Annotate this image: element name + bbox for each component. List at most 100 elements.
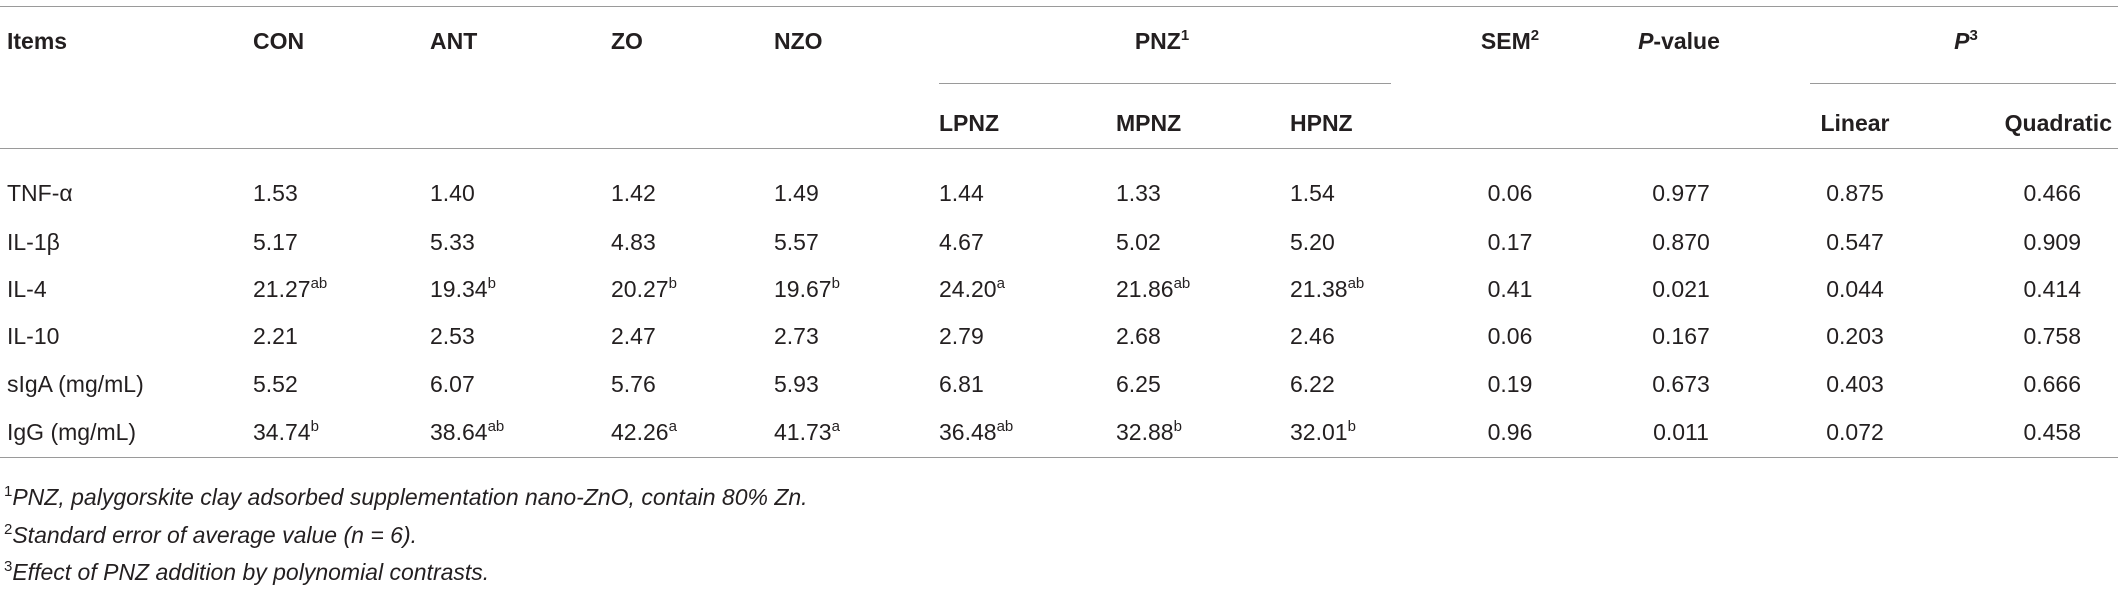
- table-cell: 6.22: [1290, 371, 1335, 397]
- table-cell: 20.27b: [611, 275, 677, 307]
- table-cell: 5.02: [1116, 229, 1161, 255]
- row-label: TNF-α: [7, 180, 73, 206]
- column-header: NZO: [774, 27, 823, 55]
- header-text: ZO: [611, 28, 643, 54]
- table-cell: 0.870: [1652, 229, 1710, 255]
- table-cell: 0.673: [1652, 371, 1710, 397]
- table-cell: 5.52: [253, 371, 298, 397]
- italic-text: P: [1954, 28, 1970, 54]
- column-header: CON: [253, 27, 304, 55]
- cell-value: 42.26: [611, 419, 669, 445]
- header-text: CON: [253, 28, 305, 54]
- column-header: PNZ1: [1135, 27, 1189, 59]
- cell-value: 21.27: [253, 276, 311, 302]
- table-cell: 5.57: [774, 229, 819, 255]
- table-cell: 0.96: [1487, 419, 1533, 445]
- top-rule: [0, 6, 2118, 7]
- superscript: b: [1173, 418, 1182, 435]
- header-text: Items: [7, 28, 68, 54]
- table-cell: 0.414: [2023, 276, 2081, 302]
- superscript: b: [831, 275, 840, 292]
- superscript: 3: [1969, 27, 1978, 44]
- table-cell: 0.909: [2023, 229, 2081, 255]
- column-header: Items: [7, 27, 67, 55]
- table-cell: 2.47: [611, 323, 656, 349]
- table-cell: 0.167: [1652, 323, 1710, 349]
- table-cell: 1.42: [611, 180, 656, 206]
- bottom-rule: [0, 457, 2118, 458]
- table-cell: 6.07: [430, 371, 475, 397]
- group-rule: [1810, 83, 2116, 84]
- sub-header: HPNZ: [1290, 110, 1353, 136]
- superscript: b: [1347, 418, 1356, 435]
- superscript: 3: [4, 558, 13, 575]
- cell-value: 24.20: [939, 276, 997, 302]
- table-cell: 0.06: [1487, 323, 1533, 349]
- table-cell: 0.458: [2023, 419, 2081, 445]
- footnote-text: Effect of PNZ addition by polynomial con…: [12, 559, 490, 585]
- table-cell: 0.021: [1652, 276, 1710, 302]
- sub-header: MPNZ: [1116, 110, 1182, 136]
- table-cell: 41.73a: [774, 418, 840, 450]
- table-cell: 38.64ab: [430, 418, 504, 450]
- table-cell: 21.86ab: [1116, 275, 1190, 307]
- superscript: a: [831, 418, 840, 435]
- row-label: IL-10: [7, 323, 60, 349]
- row-label: IL-1β: [7, 229, 60, 255]
- superscript: ab: [996, 418, 1014, 435]
- sub-header: Linear: [1820, 110, 1890, 136]
- superscript: ab: [487, 418, 505, 435]
- column-header: P-value: [1638, 27, 1720, 55]
- column-header: ANT: [430, 27, 477, 55]
- table-cell: 2.53: [430, 323, 475, 349]
- table-cell: 2.21: [253, 323, 298, 349]
- footnote-text: Standard error of average value (n = 6).: [12, 522, 417, 548]
- footnote: 1PNZ, palygorskite clay adsorbed supplem…: [4, 483, 808, 511]
- table-cell: 5.20: [1290, 229, 1335, 255]
- table-cell: 5.17: [253, 229, 298, 255]
- table-cell: 5.93: [774, 371, 819, 397]
- table-cell: 21.38ab: [1290, 275, 1364, 307]
- footnote-text: PNZ, palygorskite clay adsorbed suppleme…: [12, 484, 808, 510]
- superscript: ab: [1173, 275, 1191, 292]
- table-cell: 5.76: [611, 371, 656, 397]
- sub-header: LPNZ: [939, 110, 1000, 136]
- row-label: sIgA (mg/mL): [7, 371, 144, 397]
- cell-value: 19.67: [774, 276, 832, 302]
- table-cell: 1.33: [1116, 180, 1161, 206]
- header-rule: [0, 148, 2118, 149]
- table-cell: 1.54: [1290, 180, 1335, 206]
- table-cell: 0.072: [1826, 419, 1884, 445]
- table-cell: 5.33: [430, 229, 475, 255]
- footnote: 3Effect of PNZ addition by polynomial co…: [4, 558, 490, 586]
- header-text: -value: [1653, 28, 1720, 54]
- table-cell: 0.758: [2023, 323, 2081, 349]
- row-label: IgG (mg/mL): [7, 419, 137, 445]
- table-cell: 0.044: [1826, 276, 1884, 302]
- table-cell: 42.26a: [611, 418, 677, 450]
- table-cell: 2.46: [1290, 323, 1335, 349]
- table-cell: 4.67: [939, 229, 984, 255]
- table-cell: 19.34b: [430, 275, 496, 307]
- table-cell: 36.48ab: [939, 418, 1013, 450]
- cell-value: 34.74: [253, 419, 311, 445]
- column-header: SEM2: [1481, 27, 1539, 59]
- table-cell: 32.88b: [1116, 418, 1182, 450]
- italic-text: P: [1638, 28, 1654, 54]
- footnote: 2Standard error of average value (n = 6)…: [4, 521, 417, 549]
- header-text: NZO: [774, 28, 823, 54]
- superscript: ab: [310, 275, 328, 292]
- superscript: 1: [1180, 27, 1190, 44]
- column-header: ZO: [611, 27, 643, 55]
- table-cell: 6.81: [939, 371, 984, 397]
- table-cell: 0.666: [2023, 371, 2081, 397]
- table-cell: 1.44: [939, 180, 984, 206]
- table-cell: 0.403: [1826, 371, 1884, 397]
- cell-value: 21.86: [1116, 276, 1174, 302]
- table-cell: 24.20a: [939, 275, 1005, 307]
- cell-value: 32.88: [1116, 419, 1174, 445]
- column-header: P3: [1954, 27, 1978, 59]
- cell-value: 38.64: [430, 419, 488, 445]
- row-label: IL-4: [7, 276, 47, 302]
